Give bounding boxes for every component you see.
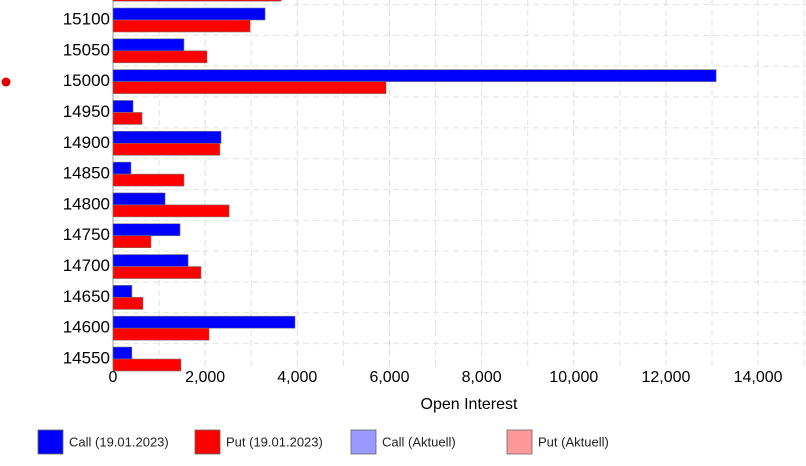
y-tick-label: 15100 — [63, 9, 110, 28]
bar — [112, 50, 208, 64]
legend-swatch — [194, 429, 221, 455]
x-tick-label: 2,000 — [185, 369, 225, 386]
legend-label: Call (Aktuell) — [382, 434, 456, 449]
bar — [112, 192, 166, 206]
bar — [112, 346, 133, 360]
x-axis-label: Open Interest — [421, 396, 519, 413]
y-tick-label: 14600 — [63, 318, 110, 337]
y-tick-label: 14900 — [63, 133, 110, 152]
bar — [112, 7, 266, 21]
y-tick-label: 14950 — [63, 102, 110, 121]
grid — [112, 0, 806, 368]
bar — [112, 173, 185, 187]
legend-label: Call (19.01.2023) — [69, 434, 169, 449]
bar — [112, 100, 134, 113]
bar — [112, 297, 144, 310]
bar — [112, 38, 185, 52]
x-tick-label: 8,000 — [462, 369, 502, 386]
bar — [112, 142, 221, 156]
x-tick-label: 10,000 — [549, 369, 598, 386]
y-tick-label: 14800 — [63, 194, 110, 213]
x-tick-label: 14,000 — [734, 369, 783, 386]
bar — [112, 254, 189, 267]
y-tick-label: 15000 — [63, 71, 110, 90]
bar — [112, 81, 387, 94]
x-tick-label: 4,000 — [277, 369, 317, 386]
legend-swatch — [506, 429, 533, 455]
bar — [112, 327, 210, 341]
bar — [112, 0, 282, 2]
legend-label: Put (Aktuell) — [538, 434, 609, 449]
bar — [112, 315, 296, 329]
bar — [112, 19, 251, 33]
bar — [112, 69, 717, 82]
y-tick-label: 14750 — [63, 225, 110, 244]
bar — [112, 235, 152, 249]
x-tick-label: 0 — [109, 369, 118, 386]
y-tick-label: 14550 — [63, 349, 110, 368]
bar — [112, 161, 132, 175]
legend-label: Put (19.01.2023) — [226, 434, 323, 449]
y-tick-label: 14850 — [63, 164, 110, 183]
legend-swatch — [350, 429, 377, 455]
bar — [112, 358, 182, 372]
x-tick-label: 6,000 — [369, 369, 409, 386]
bar — [112, 112, 143, 125]
bar — [112, 204, 230, 218]
current-level-marker — [1, 77, 11, 87]
x-tick-label: 12,000 — [641, 369, 690, 386]
bar — [112, 285, 133, 298]
legend-swatch — [37, 429, 64, 455]
bar — [112, 223, 181, 237]
bar — [112, 266, 202, 279]
y-tick-label: 15050 — [63, 40, 110, 59]
y-tick-label: 14650 — [63, 287, 110, 306]
y-tick-label: 14700 — [63, 256, 110, 275]
bar — [112, 130, 222, 144]
